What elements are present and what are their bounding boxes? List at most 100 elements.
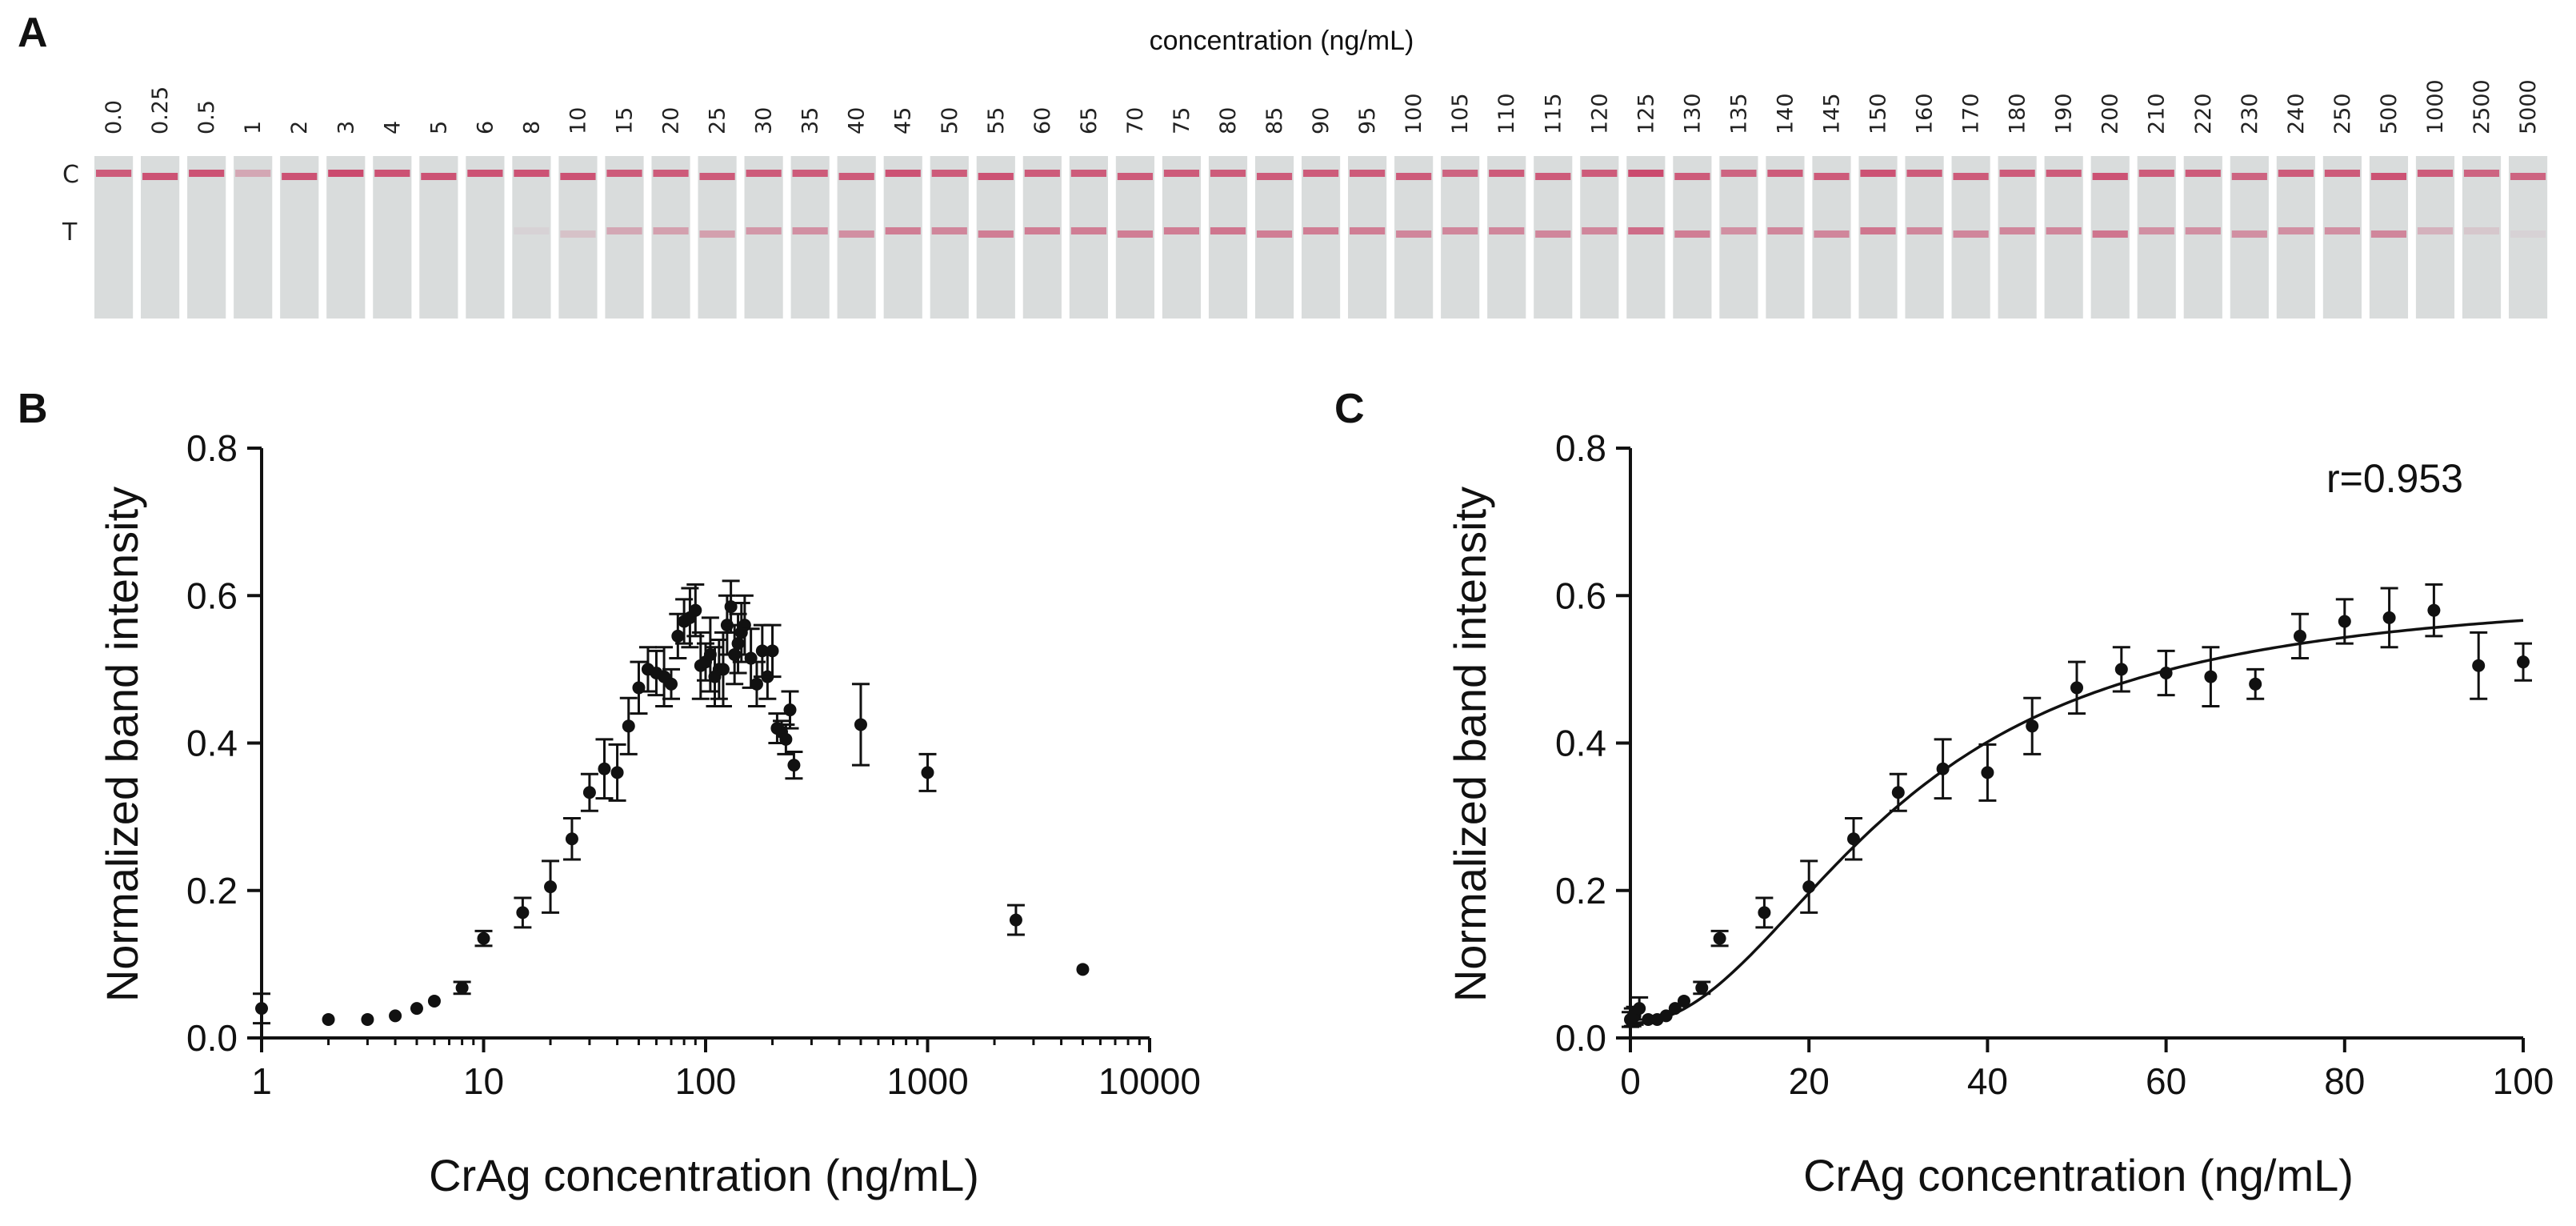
panel-c-x-axis-title: CrAg concentration (ng/mL)	[1803, 1150, 2354, 1200]
strip-body	[326, 156, 366, 319]
strip-body	[1208, 156, 1248, 319]
data-point	[322, 1012, 335, 1026]
strip: 250	[2322, 93, 2362, 319]
strip-concentration-label: 35	[798, 107, 823, 134]
data-point	[2517, 655, 2530, 669]
test-band	[2324, 227, 2360, 234]
strip-concentration-label: 160	[1913, 93, 1938, 134]
test-band	[1906, 227, 1942, 234]
strip: 70	[1115, 107, 1155, 319]
test-band	[1767, 227, 1803, 234]
strip-concentration-label: 75	[1170, 107, 1194, 134]
control-band	[374, 170, 410, 177]
strip-concentration-label: 140	[1773, 93, 1798, 134]
strip: 90	[1301, 107, 1341, 319]
test-band	[2231, 230, 2267, 238]
data-point	[2427, 603, 2441, 617]
strip-concentration-label: 230	[2238, 93, 2262, 134]
test-band	[2185, 227, 2221, 234]
data-point	[2114, 663, 2128, 676]
test-band	[1210, 227, 1246, 234]
strip: 500	[2369, 93, 2409, 319]
test-band	[1350, 227, 1386, 234]
strips-title: concentration (ng/mL)	[1150, 26, 1414, 56]
test-band	[1582, 227, 1618, 234]
strip: 180	[1998, 93, 2037, 319]
control-band	[1953, 173, 1989, 180]
strip-body	[837, 156, 876, 319]
control-band	[2231, 173, 2267, 180]
panel-c-letter: C	[1334, 386, 1365, 432]
control-band	[1350, 170, 1386, 177]
y-tick-label: 0.8	[186, 427, 238, 469]
strip-body	[373, 156, 412, 319]
strip-body	[2322, 156, 2362, 319]
data-point	[2294, 629, 2306, 643]
test-band	[560, 230, 596, 238]
strip: 35	[790, 107, 830, 319]
control-band	[514, 170, 550, 177]
x-tick-label: 1	[251, 1060, 272, 1102]
data-point	[1009, 913, 1022, 927]
strip-body	[1069, 156, 1108, 319]
control-band	[1999, 170, 2035, 177]
strip-concentration-label: 6	[473, 121, 498, 134]
strip-body	[2230, 156, 2269, 319]
control-band	[653, 170, 689, 177]
data-point	[565, 832, 578, 846]
control-band	[1674, 173, 1710, 180]
strip-body	[1905, 156, 1944, 319]
strip: 20	[651, 107, 690, 319]
control-band	[1210, 170, 1246, 177]
test-band	[1070, 227, 1106, 234]
data-point	[544, 880, 558, 894]
strip: 145	[1812, 93, 1851, 319]
test-band	[2463, 227, 2500, 234]
strip-concentration-label: 125	[1634, 93, 1658, 134]
strip: 230	[2230, 93, 2269, 319]
data-point	[2338, 615, 2351, 628]
strip-body	[1998, 156, 2037, 319]
data-point	[2159, 666, 2173, 679]
strip: 170	[1951, 93, 1990, 319]
strip-body	[1626, 156, 1666, 319]
strip-concentration-label: 80	[1216, 107, 1241, 134]
test-band	[1163, 227, 1200, 234]
strip: 85	[1254, 107, 1294, 319]
strip-concentration-label: 150	[1866, 93, 1891, 134]
strip-concentration-label: 210	[2145, 93, 2170, 134]
control-band	[1814, 173, 1850, 180]
panel-c-plot: 0.0 0.2 0.4 0.6 0.8 0 20 40 60 80 100 CrAg concen…	[1445, 427, 2554, 1200]
strip: 190	[2044, 93, 2083, 319]
y-tick-label: 0.0	[186, 1017, 238, 1059]
control-band	[699, 173, 735, 180]
strip: 105	[1441, 93, 1480, 319]
strip-body	[1441, 156, 1480, 319]
test-band	[2278, 227, 2314, 234]
control-band	[1256, 173, 1293, 180]
strip: 5	[419, 121, 458, 319]
data-point	[389, 1009, 402, 1023]
y-tick-label: 0.8	[1555, 427, 1606, 469]
strip-concentration-label: 105	[1448, 93, 1473, 134]
strip: 240	[2276, 93, 2315, 319]
data-point	[783, 703, 797, 717]
control-band	[1302, 170, 1339, 177]
data-point	[582, 786, 596, 799]
data-point	[716, 663, 730, 676]
control-band	[978, 173, 1014, 180]
strip: 115	[1534, 93, 1573, 319]
x-tick-label: 10000	[1098, 1060, 1201, 1102]
test-band	[931, 227, 967, 234]
control-line-label: C	[62, 161, 79, 189]
control-band	[1117, 173, 1154, 180]
strip-concentration-label: 0.0	[102, 100, 126, 134]
strip: 65	[1069, 107, 1108, 319]
test-band	[2046, 227, 2082, 234]
test-band	[699, 230, 735, 238]
control-band	[328, 170, 364, 177]
control-band	[467, 170, 503, 177]
data-point	[2382, 611, 2396, 624]
strip: 0.0	[94, 100, 134, 319]
